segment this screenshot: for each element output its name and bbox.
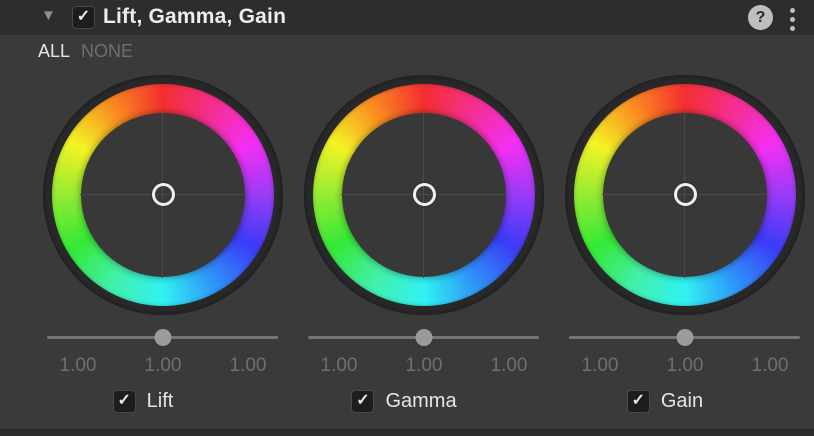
gamma-label: Gamma — [385, 390, 457, 412]
gamma-r-field[interactable]: 1.00 — [320, 355, 358, 376]
gamma-offset-slider[interactable] — [304, 328, 544, 346]
gamma-g-field[interactable]: 1.00 — [405, 355, 443, 376]
check-icon: ✓ — [76, 7, 91, 25]
help-icon[interactable]: ? — [748, 5, 773, 30]
gamma-color-wheel[interactable] — [304, 75, 544, 315]
next-panel-edge — [0, 429, 814, 436]
gain-checkbox[interactable]: ✓ — [626, 390, 650, 413]
kebab-menu-icon[interactable] — [788, 6, 797, 33]
kebab-dot — [790, 26, 795, 31]
slider-thumb[interactable] — [154, 329, 172, 346]
gain-g-field[interactable]: 1.00 — [666, 355, 704, 376]
slider-thumb[interactable] — [676, 329, 694, 346]
channel-selection-row: ALL NONE — [38, 41, 133, 62]
gain-offset-slider[interactable] — [565, 328, 805, 346]
wheel-offset-indicator[interactable] — [152, 183, 175, 206]
panel-title: Lift, Gamma, Gain — [103, 5, 287, 28]
lift-r-field[interactable]: 1.00 — [59, 355, 97, 376]
gamma-value-fields: 1.00 1.00 1.00 — [304, 355, 544, 377]
check-icon: ✓ — [356, 391, 370, 409]
lift-b-field[interactable]: 1.00 — [229, 355, 267, 376]
gamma-column: 1.00 1.00 1.00 ✓ Gamma — [304, 75, 544, 413]
check-icon: ✓ — [631, 391, 646, 409]
gain-r-field[interactable]: 1.00 — [581, 355, 619, 376]
lift-value-fields: 1.00 1.00 1.00 — [43, 355, 283, 377]
panel-enabled-checkbox[interactable]: ✓ — [72, 6, 95, 29]
gamma-toggle-row: ✓ Gamma — [351, 390, 457, 413]
lift-toggle-row: ✓ Lift — [112, 390, 174, 413]
select-none-button[interactable]: NONE — [81, 41, 134, 61]
lift-checkbox[interactable]: ✓ — [112, 390, 136, 413]
kebab-dot — [790, 8, 795, 13]
gain-color-wheel[interactable] — [565, 75, 805, 315]
kebab-dot — [790, 17, 795, 22]
trackball-columns: 1.00 1.00 1.00 ✓ Lift 1.00 1.00 1.00 — [43, 75, 805, 413]
wheel-offset-indicator[interactable] — [413, 183, 436, 206]
foldout-triangle-icon[interactable]: ▼ — [41, 7, 56, 24]
lift-g-field[interactable]: 1.00 — [144, 355, 182, 376]
select-all-button[interactable]: ALL — [38, 41, 71, 61]
lift-color-wheel[interactable] — [43, 75, 283, 315]
panel-header: ▼ ✓ Lift, Gamma, Gain ? — [0, 0, 814, 35]
gamma-b-field[interactable]: 1.00 — [490, 355, 528, 376]
lift-column: 1.00 1.00 1.00 ✓ Lift — [43, 75, 283, 413]
gain-b-field[interactable]: 1.00 — [751, 355, 789, 376]
gain-label: Gain — [660, 390, 704, 412]
slider-thumb[interactable] — [415, 329, 433, 346]
check-icon: ✓ — [117, 391, 131, 409]
gain-column: 1.00 1.00 1.00 ✓ Gain — [565, 75, 805, 413]
gain-value-fields: 1.00 1.00 1.00 — [565, 355, 805, 377]
lift-offset-slider[interactable] — [43, 328, 283, 346]
wheel-offset-indicator[interactable] — [674, 183, 697, 206]
gamma-checkbox[interactable]: ✓ — [351, 390, 375, 413]
lift-label: Lift — [146, 390, 174, 412]
gain-toggle-row: ✓ Gain — [626, 390, 704, 413]
